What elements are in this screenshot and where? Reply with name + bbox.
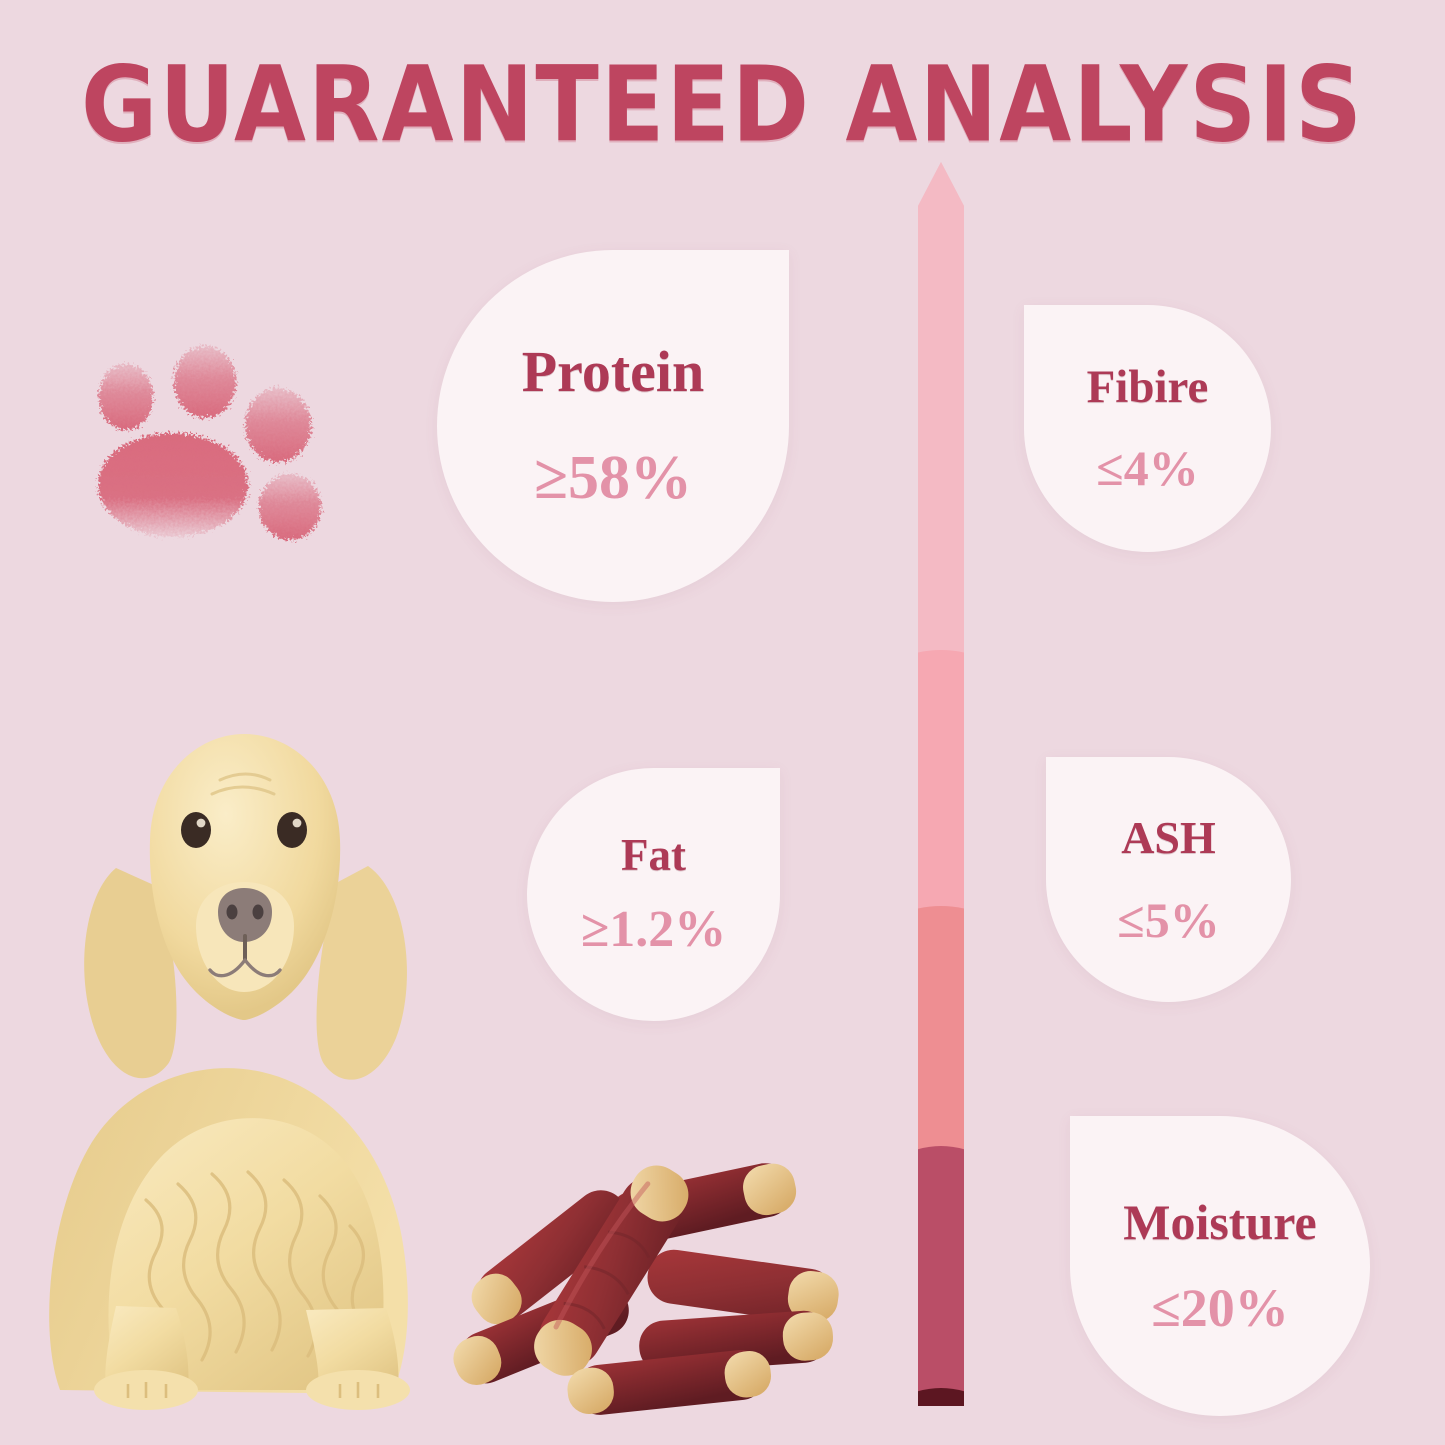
nutrient-bubble-fat[interactable]: Fat ≥1.2% <box>527 768 780 1021</box>
nutrient-label-moisture: Moisture <box>1123 1194 1317 1250</box>
nutrient-label-protein: Protein <box>521 339 705 404</box>
nutrient-value-fat: ≥1.2% <box>580 901 727 958</box>
nutrient-bubble-protein[interactable]: Protein ≥58% <box>437 250 789 602</box>
nutrient-value-ash: ≤5% <box>1117 891 1220 948</box>
nutrient-bubble-ash[interactable]: ASH ≤5% <box>1046 757 1291 1002</box>
golden-retriever-illustration <box>20 690 490 1410</box>
nutrient-label-fat: Fat <box>621 830 686 880</box>
nutrient-value-fibire: ≤4% <box>1096 440 1199 496</box>
nutrient-bubble-moisture[interactable]: Moisture ≤20% <box>1070 1116 1370 1416</box>
vertical-arrow-gauge <box>905 160 977 1408</box>
paw-print-icon <box>78 325 343 580</box>
dog-treat-sticks-illustration <box>425 1105 855 1425</box>
nutrient-bubble-fibire[interactable]: Fibire ≤4% <box>1024 305 1271 552</box>
nutrient-label-fibire: Fibire <box>1086 361 1209 413</box>
page-title: GUARANTEED ANALYSIS <box>81 44 1364 165</box>
nutrient-label-ash: ASH <box>1121 811 1216 863</box>
nutrient-value-moisture: ≤20% <box>1151 1278 1289 1338</box>
nutrient-value-protein: ≥58% <box>533 444 693 512</box>
